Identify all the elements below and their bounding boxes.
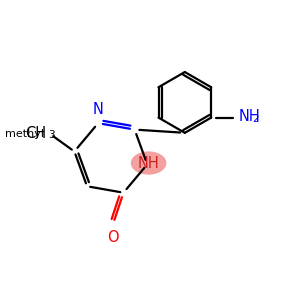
Text: O: O [107,230,119,245]
Ellipse shape [131,152,167,175]
Text: NH: NH [138,156,160,171]
Text: 2: 2 [252,114,259,124]
Text: N: N [93,102,104,117]
Text: 3: 3 [49,130,55,140]
Text: methyl: methyl [5,129,44,139]
Text: NH: NH [238,109,260,124]
Text: CH: CH [25,126,46,141]
